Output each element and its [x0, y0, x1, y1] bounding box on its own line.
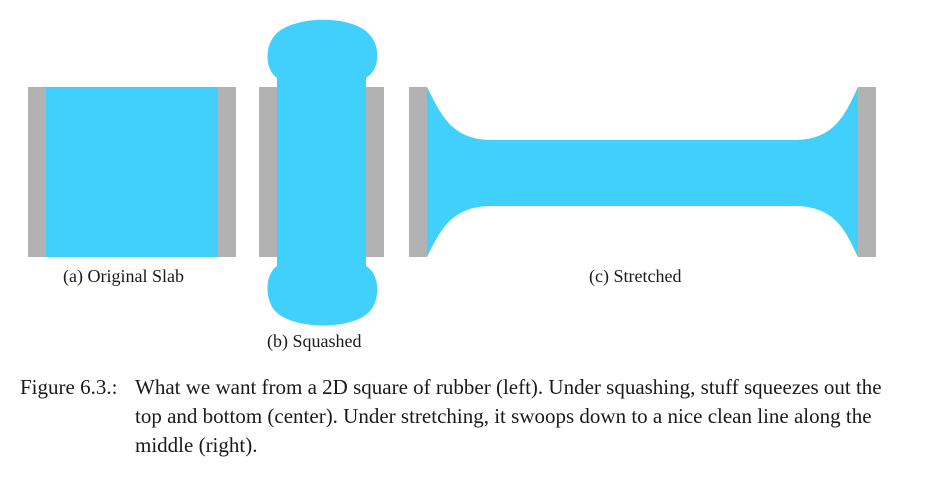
right-plate [858, 87, 876, 257]
subfigure-original-slab [28, 87, 236, 257]
figure-caption: Figure 6.3.: What we want from a 2D squa… [20, 373, 900, 460]
stretched-rubber [427, 87, 858, 257]
subfigure-caption-original-slab: (a) Original Slab [63, 266, 184, 286]
figure-label: Figure 6.3.: [20, 375, 118, 399]
left-plate [259, 87, 277, 257]
rubber-square [46, 87, 218, 257]
left-plate [28, 87, 46, 257]
left-plate [409, 87, 427, 257]
figure-illustration [28, 19, 876, 326]
squashed-rubber [267, 19, 378, 326]
subfigure-caption-squashed: (b) Squashed [267, 331, 362, 351]
subfigure-squashed [259, 19, 384, 326]
right-plate [366, 87, 384, 257]
subfigure-stretched [409, 87, 876, 257]
figure-caption-text: What we want from a 2D square of rubber … [135, 375, 882, 457]
subfigure-caption-stretched: (c) Stretched [589, 266, 682, 286]
right-plate [218, 87, 236, 257]
